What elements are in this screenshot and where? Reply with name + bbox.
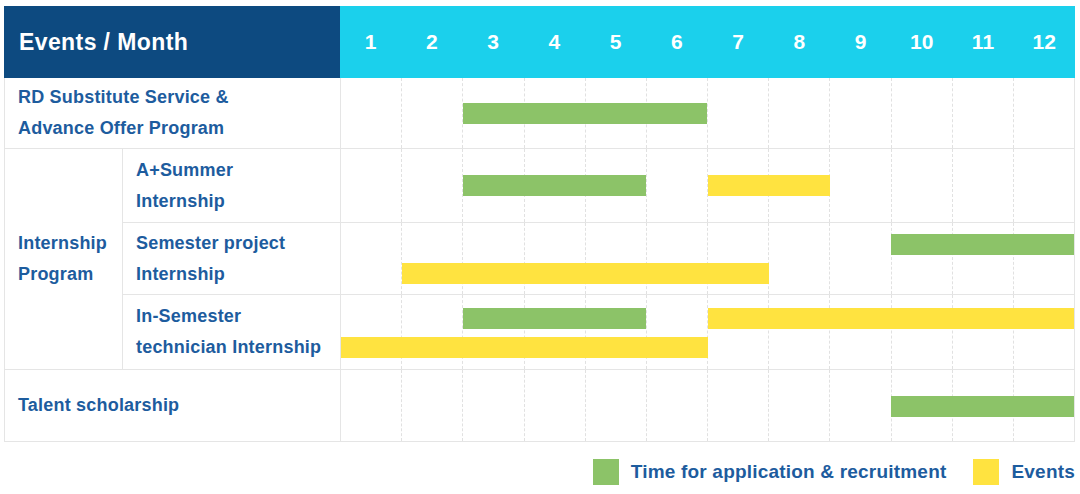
table-row: Talent scholarship (5, 369, 1074, 441)
group-subrows: A+SummerInternshipSemester projectIntern… (123, 149, 1074, 369)
bar-application (891, 396, 1074, 417)
legend-label: Time for application & recruitment (631, 461, 947, 483)
bar-events (708, 175, 830, 196)
month-gridline-column (830, 149, 891, 222)
month-gridline-column (402, 78, 463, 148)
legend-swatch-events (973, 459, 999, 485)
month-gridline-column (892, 295, 953, 369)
month-gridline-column (830, 78, 891, 148)
month-gridlines (341, 78, 1074, 148)
month-gridline-column (953, 149, 1014, 222)
event-label-line: In-Semester (136, 301, 340, 332)
group-label-line: Internship (18, 228, 122, 259)
month-header-cell: 8 (769, 6, 830, 78)
chart-cell (341, 370, 1074, 441)
month-gridline-column (830, 370, 891, 441)
month-gridline-column (769, 295, 830, 369)
month-header-cell: 6 (646, 6, 707, 78)
legend: Time for application & recruitment Events (593, 459, 1075, 485)
table-row: In-Semestertechnician Internship (123, 294, 1074, 369)
group-label-line: Program (18, 259, 122, 290)
event-label: RD Substitute Service &Advance Offer Pro… (5, 78, 341, 148)
gantt-schedule: Events / Month 123456789101112 RD Substi… (0, 0, 1080, 494)
schedule-table: Events / Month 123456789101112 RD Substi… (4, 6, 1075, 442)
legend-label: Events (1011, 461, 1075, 483)
month-header-cell: 4 (524, 6, 585, 78)
month-header-cell: 12 (1014, 6, 1075, 78)
month-header-cell: 7 (708, 6, 769, 78)
month-header-cell: 10 (891, 6, 952, 78)
event-label-line: Semester project (136, 228, 340, 259)
month-gridline-column (892, 78, 953, 148)
event-label-line: Internship (136, 259, 340, 290)
event-label: Talent scholarship (5, 370, 341, 441)
month-gridline-column (647, 149, 708, 222)
month-gridline-column (586, 370, 647, 441)
bar-application (891, 234, 1074, 255)
month-gridline-column (341, 370, 402, 441)
legend-item-events: Events (973, 459, 1075, 485)
chart-cell (341, 78, 1074, 148)
month-gridline-column (1014, 149, 1074, 222)
month-gridline-column (830, 295, 891, 369)
month-gridline-column (708, 295, 769, 369)
month-header-cell: 1 (340, 6, 401, 78)
month-gridline-column (1014, 78, 1074, 148)
month-gridline-column (647, 370, 708, 441)
month-header-cell: 5 (585, 6, 646, 78)
bar-application (463, 175, 646, 196)
group-label: InternshipProgram (5, 149, 123, 369)
month-gridline-column (525, 370, 586, 441)
legend-swatch-application (593, 459, 619, 485)
month-gridline-column (769, 223, 830, 294)
event-label: Semester projectInternship (123, 223, 341, 294)
month-gridline-column (463, 370, 524, 441)
chart-cell (341, 149, 1074, 222)
event-label: In-Semestertechnician Internship (123, 295, 341, 369)
month-gridline-column (402, 370, 463, 441)
event-label-line: RD Substitute Service & (18, 82, 340, 113)
chart-cell (341, 223, 1074, 294)
legend-item-application: Time for application & recruitment (593, 459, 947, 485)
bar-events (402, 263, 769, 284)
table-row: RD Substitute Service &Advance Offer Pro… (5, 78, 1074, 148)
bar-events (708, 308, 1075, 329)
table-row: Semester projectInternship (123, 222, 1074, 294)
month-header-cell: 11 (953, 6, 1014, 78)
bar-application (463, 103, 707, 124)
event-label-line: A+Summer (136, 155, 340, 186)
month-gridline-column (708, 370, 769, 441)
table-body: RD Substitute Service &Advance Offer Pro… (4, 78, 1075, 442)
table-row: A+SummerInternship (123, 149, 1074, 222)
month-gridline-column (708, 78, 769, 148)
bar-events (341, 337, 708, 358)
month-gridline-column (769, 78, 830, 148)
month-header-cell: 3 (463, 6, 524, 78)
month-header: 123456789101112 (340, 6, 1075, 78)
month-gridline-column (341, 149, 402, 222)
month-gridline-column (769, 370, 830, 441)
header-row: Events / Month 123456789101112 (4, 6, 1075, 78)
header-events-month-cell: Events / Month (4, 6, 340, 78)
month-gridline-column (892, 149, 953, 222)
chart-cell (341, 295, 1074, 369)
month-gridline-column (341, 78, 402, 148)
month-gridline-column (402, 149, 463, 222)
event-label-line: technician Internship (136, 332, 340, 363)
event-label-line: Internship (136, 186, 340, 217)
month-gridline-column (830, 223, 891, 294)
month-gridline-column (953, 78, 1014, 148)
month-header-cell: 2 (401, 6, 462, 78)
month-gridline-column (953, 295, 1014, 369)
month-header-cell: 9 (830, 6, 891, 78)
bar-application (463, 308, 646, 329)
group-rows: InternshipProgramA+SummerInternshipSemes… (5, 148, 1074, 369)
event-label-line: Talent scholarship (18, 390, 340, 421)
month-gridline-column (1014, 295, 1074, 369)
event-label-line: Advance Offer Program (18, 113, 340, 144)
event-label: A+SummerInternship (123, 149, 341, 222)
month-gridline-column (341, 223, 402, 294)
